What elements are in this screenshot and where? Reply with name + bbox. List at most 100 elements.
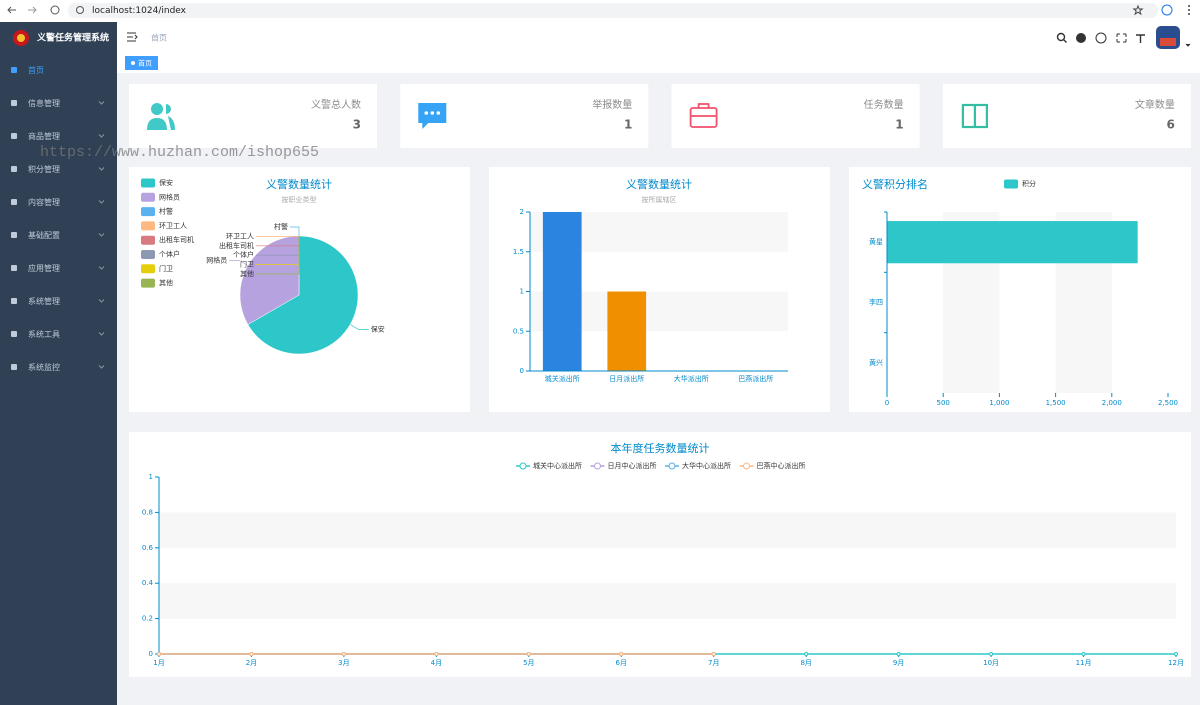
- legend-swatch: [141, 221, 155, 231]
- menu-item[interactable]: 系统监控: [28, 362, 60, 372]
- search[interactable]: [1056, 32, 1066, 42]
- tag-label: 首页: [138, 59, 152, 68]
- x-tick-label: 500: [937, 399, 950, 407]
- icon: [690, 103, 717, 117]
- hamburger[interactable]: [127, 32, 138, 42]
- point: [157, 652, 161, 656]
- split-area: [159, 583, 1176, 619]
- panel: [849, 167, 1191, 412]
- x-tick-label: 1,000: [989, 399, 1009, 407]
- x-tick-label: 2月: [246, 659, 257, 667]
- legend-swatch: [1004, 179, 1018, 189]
- help[interactable]: [1095, 32, 1107, 44]
- y-tick-label: 0: [520, 367, 524, 375]
- legend-label: 积分: [1022, 179, 1036, 188]
- x-tick-label: 0: [885, 399, 889, 407]
- menu-item[interactable]: 信息管理: [28, 98, 60, 108]
- font-size[interactable]: [1136, 34, 1145, 43]
- icon: [689, 107, 718, 128]
- legend-label: 大华中心派出所: [682, 461, 731, 470]
- chart-title: 本年度任务数量统计: [611, 441, 710, 455]
- point: [804, 652, 809, 656]
- menu-arrow: [98, 299, 105, 303]
- y-tick-label: 0.6: [142, 544, 154, 552]
- stat-card: [942, 84, 1191, 148]
- y-tick-label: 0: [149, 650, 153, 658]
- slice-label: 个体户: [233, 250, 254, 259]
- x-tick-label: 2,500: [1158, 399, 1178, 407]
- chart-title: 义警数量统计: [266, 177, 332, 191]
- label-line: [256, 236, 300, 275]
- split-area: [159, 512, 1176, 548]
- legend-swatch: [141, 178, 155, 188]
- legend-swatch: [141, 264, 155, 274]
- x-tick-label: 大华派出所: [674, 374, 709, 383]
- icon-dot: [430, 111, 435, 115]
- point: [896, 652, 901, 656]
- menu-item[interactable]: 商品管理: [28, 131, 60, 141]
- profile[interactable]: [1161, 4, 1173, 16]
- menu-item[interactable]: 系统管理: [28, 296, 60, 306]
- slice-label: 其他: [240, 269, 254, 278]
- back-button[interactable]: [7, 6, 16, 14]
- address-bar[interactable]: [68, 3, 1158, 18]
- menu-arrow: [98, 266, 105, 270]
- reload-button[interactable]: [50, 5, 60, 15]
- y-tick-label: 1: [520, 288, 524, 296]
- tag[interactable]: [125, 56, 158, 70]
- bookmark[interactable]: [1132, 4, 1144, 16]
- menu-item[interactable]: 基础配置: [28, 230, 60, 240]
- x-tick-label: 城关派出所: [545, 374, 580, 383]
- point: [249, 652, 254, 656]
- legend-marker: [743, 462, 750, 470]
- menu-icon: [11, 364, 17, 370]
- x-tick-label: 12月: [1168, 659, 1184, 667]
- y-tick-label: 1: [149, 473, 153, 481]
- bar: [542, 212, 582, 371]
- panel: [129, 432, 1191, 677]
- label-line: [349, 324, 369, 330]
- menu-item[interactable]: 系统工具: [28, 329, 60, 339]
- y-tick-label: 2: [520, 208, 524, 216]
- point: [619, 652, 624, 656]
- x-tick-label: 1月: [153, 659, 164, 667]
- watermark: https://www.huzhan.com/ishop655: [40, 144, 319, 161]
- menu-icon: [11, 298, 17, 304]
- menu-arrow: [98, 365, 105, 369]
- card-label: 文章数量: [1135, 98, 1175, 111]
- menu-item[interactable]: 首页: [28, 65, 44, 75]
- x-tick-label: 6月: [616, 659, 627, 667]
- slice-label: 门卫: [240, 260, 254, 269]
- y-tick-label: 1.5: [513, 248, 524, 256]
- legend-marker: [594, 462, 601, 470]
- menu-item[interactable]: 内容管理: [28, 197, 60, 207]
- menu-icon: [11, 199, 17, 205]
- menu-arrow: [98, 200, 105, 204]
- menu-item[interactable]: 应用管理: [28, 263, 60, 273]
- x-tick-label: 10月: [983, 659, 999, 667]
- card-label: 举报数量: [592, 98, 632, 111]
- legend-label: 网格员: [159, 192, 180, 201]
- legend-label: 其他: [159, 278, 173, 287]
- card-value: 1: [895, 118, 903, 132]
- slice-label: 保安: [371, 325, 385, 334]
- menu-icon: [11, 331, 17, 337]
- legend-swatch: [141, 250, 155, 259]
- y-tick-label: 黄兴: [869, 358, 883, 367]
- x-tick-label: 1,500: [1046, 399, 1066, 407]
- card-value: 3: [353, 118, 361, 132]
- menu-item[interactable]: 积分管理: [28, 164, 60, 174]
- chart-subtitle: 按所属辖区: [642, 195, 677, 204]
- menu-icon: [11, 133, 17, 139]
- x-tick-label: 8月: [800, 659, 811, 667]
- menu-arrow: [98, 167, 105, 171]
- y-tick-label: 李四: [869, 298, 883, 307]
- card-value: 6: [1167, 118, 1175, 132]
- fullscreen[interactable]: [1116, 33, 1127, 43]
- legend-swatch: [141, 207, 155, 217]
- forward-button[interactable]: [28, 6, 37, 14]
- point: [341, 652, 346, 656]
- x-tick-label: 9月: [893, 659, 904, 667]
- github[interactable]: [1076, 33, 1086, 43]
